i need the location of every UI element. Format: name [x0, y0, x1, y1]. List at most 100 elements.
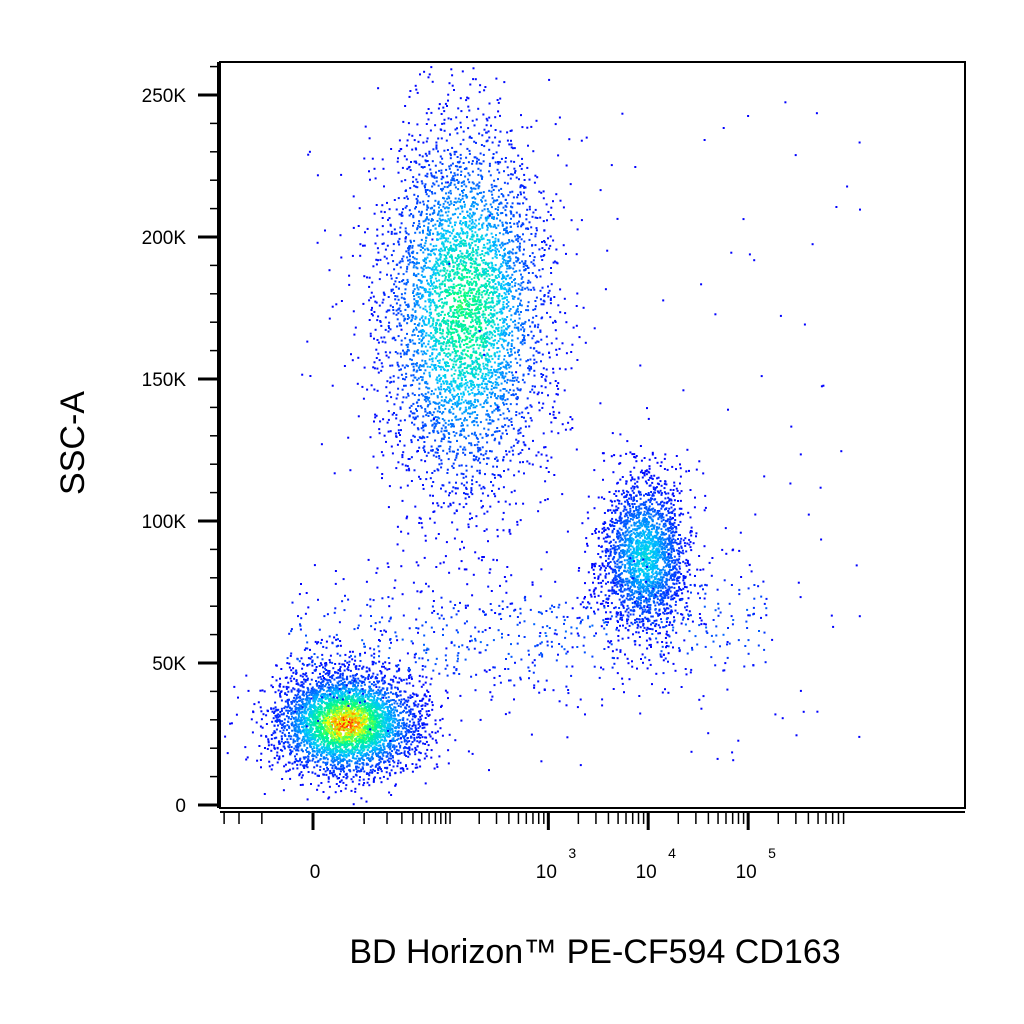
- event-dot: [353, 753, 355, 756]
- event-dot: [273, 747, 276, 750]
- event-dot: [283, 722, 286, 724]
- event-dot: [436, 765, 439, 768]
- event-dot: [266, 748, 269, 750]
- event-dot: [349, 722, 352, 724]
- event-dot: [383, 702, 386, 705]
- event-dot: [358, 704, 361, 707]
- event-dot: [260, 718, 263, 721]
- event-dot: [354, 744, 357, 747]
- event-dot: [329, 723, 332, 726]
- event-dot: [424, 730, 427, 733]
- event-dot: [410, 731, 413, 733]
- event-dot: [268, 760, 271, 763]
- event-dot: [533, 391, 536, 394]
- event-dot: [398, 719, 401, 722]
- event-dot: [549, 412, 551, 415]
- event-dot: [318, 697, 321, 700]
- event-dot: [377, 752, 380, 755]
- event-dot: [342, 713, 345, 716]
- event-dot: [263, 690, 266, 693]
- event-dot: [417, 720, 420, 723]
- event-dot: [321, 728, 324, 730]
- event-dot: [349, 770, 352, 773]
- event-dot: [407, 751, 410, 754]
- event-dot: [424, 752, 427, 755]
- event-dot: [476, 443, 479, 446]
- event-dot: [369, 719, 372, 722]
- event-dot: [319, 695, 322, 697]
- event-dot: [379, 744, 382, 747]
- event-dot: [271, 720, 274, 723]
- event-dot: [430, 174, 433, 177]
- event-dot: [465, 167, 468, 170]
- event-dot: [378, 722, 381, 725]
- event-dot: [297, 714, 300, 717]
- event-dot: [334, 752, 337, 755]
- event-dot: [367, 778, 370, 781]
- event-dot: [386, 725, 389, 728]
- event-dot: [324, 757, 326, 760]
- event-dot: [322, 732, 325, 735]
- event-dot: [279, 748, 282, 751]
- event-dot: [380, 751, 382, 754]
- event-dot: [343, 727, 346, 730]
- event-dot: [281, 731, 284, 734]
- event-dot: [315, 690, 318, 693]
- event-dot: [356, 702, 359, 705]
- event-dot: [322, 722, 325, 725]
- event-dot: [333, 701, 336, 704]
- event-dot: [337, 734, 339, 737]
- event-dot: [317, 702, 320, 705]
- event-dot: [402, 710, 404, 713]
- event-dot: [371, 764, 374, 767]
- event-dot: [540, 568, 543, 571]
- event-dot: [290, 746, 293, 748]
- event-dot: [385, 721, 387, 724]
- event-dot: [287, 769, 290, 772]
- event-dot: [447, 505, 450, 508]
- event-dot: [511, 173, 514, 176]
- event-dot: [291, 729, 294, 732]
- event-dot: [309, 657, 312, 660]
- event-dot: [427, 744, 430, 747]
- event-dot: [315, 735, 317, 738]
- event-dot: [282, 729, 285, 732]
- event-dot: [397, 669, 400, 672]
- event-dot: [385, 739, 388, 742]
- event-dot: [508, 284, 511, 287]
- event-dot: [349, 720, 352, 723]
- event-dot: [295, 708, 298, 711]
- event-dot: [306, 686, 309, 689]
- event-dot: [343, 665, 346, 668]
- event-dot: [315, 706, 318, 709]
- event-dot: [409, 713, 412, 716]
- event-dot: [346, 700, 349, 703]
- event-dot: [397, 732, 400, 735]
- event-dot: [508, 267, 511, 270]
- event-dot: [373, 776, 376, 779]
- event-dot: [493, 492, 496, 495]
- event-dot: [307, 719, 309, 722]
- event-dot: [363, 734, 366, 737]
- event-dot: [373, 311, 376, 313]
- event-dot: [424, 681, 427, 684]
- event-dot: [381, 340, 384, 343]
- event-dot: [436, 379, 439, 382]
- event-dot: [329, 703, 332, 706]
- event-dot: [357, 726, 360, 729]
- event-dot: [340, 688, 343, 691]
- event-dot: [296, 701, 299, 703]
- event-dot: [326, 695, 329, 698]
- event-dot: [549, 302, 552, 305]
- event-dot: [319, 687, 322, 690]
- event-dot: [459, 694, 462, 697]
- event-dot: [406, 465, 409, 468]
- event-dot: [345, 777, 348, 780]
- event-dot: [407, 699, 410, 702]
- event-dot: [320, 708, 323, 711]
- event-dot: [433, 767, 436, 770]
- event-dot: [377, 706, 380, 709]
- event-dot: [391, 703, 393, 706]
- event-dot: [448, 494, 450, 497]
